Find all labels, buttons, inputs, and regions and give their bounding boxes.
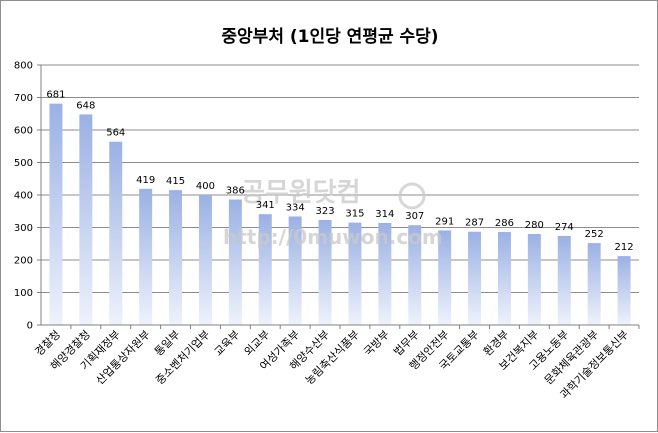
- bar: [169, 190, 183, 325]
- data-label: 307: [405, 211, 424, 222]
- data-label: 564: [106, 128, 125, 139]
- data-label: 323: [316, 206, 335, 217]
- watermark: 공무원닷컴 http://0muwon.com: [223, 178, 443, 249]
- data-labels: 681 648 564 419 415 400 386 341 334 323 315 314 307 2…: [46, 90, 633, 253]
- x-tick-label: 국방부: [361, 328, 392, 359]
- y-tick-label: 400: [14, 191, 33, 202]
- data-label: 291: [435, 216, 454, 227]
- bar: [497, 232, 511, 325]
- data-label: 400: [196, 181, 215, 192]
- y-tick-label: 700: [14, 93, 33, 104]
- data-label: 287: [465, 218, 484, 229]
- bar: [587, 243, 601, 325]
- watermark-text: 공무원닷컴: [241, 178, 361, 208]
- x-tick-label: 교육부: [212, 328, 243, 359]
- bar: [198, 195, 212, 325]
- y-tick-label: 500: [14, 158, 33, 169]
- bar: [527, 234, 541, 325]
- bar: [468, 231, 482, 325]
- y-tick-label: 600: [14, 126, 33, 137]
- y-axis-ticks: 0 100 200 300 400 500 600 700 800: [14, 61, 41, 332]
- bar: [348, 222, 362, 325]
- bar: [408, 225, 422, 325]
- data-label: 386: [226, 186, 245, 197]
- data-label: 681: [46, 90, 65, 101]
- bar: [139, 188, 153, 325]
- data-label: 315: [345, 209, 364, 220]
- data-label: 415: [166, 176, 185, 187]
- bar: [557, 235, 571, 325]
- data-label: 334: [286, 202, 305, 213]
- bar: [79, 114, 93, 326]
- bar: [288, 216, 302, 325]
- bar: [438, 230, 452, 325]
- data-label: 314: [375, 209, 394, 220]
- bar: [49, 103, 63, 325]
- data-label: 419: [136, 175, 155, 186]
- data-label: 286: [495, 218, 514, 229]
- y-tick-label: 300: [14, 223, 33, 234]
- bar: [617, 256, 631, 325]
- watermark-circle-icon: [398, 182, 426, 210]
- y-tick-label: 0: [27, 321, 33, 332]
- bar: [109, 141, 123, 325]
- bar: [258, 214, 272, 325]
- bar: [378, 222, 392, 325]
- data-label: 341: [256, 200, 275, 211]
- y-tick-label: 800: [14, 61, 33, 72]
- data-label: 252: [585, 229, 604, 240]
- bar: [228, 199, 242, 325]
- watermark-url: http://0muwon.com: [223, 225, 443, 249]
- bars: [49, 103, 631, 326]
- chart-title: 중앙부처 (1인당 연평균 수당): [221, 27, 438, 47]
- data-label: 274: [555, 222, 574, 233]
- y-tick-label: 200: [14, 256, 33, 267]
- data-label: 280: [525, 220, 544, 231]
- y-tick-label: 100: [14, 288, 33, 299]
- data-label: 212: [615, 242, 634, 253]
- data-label: 648: [76, 100, 95, 111]
- bar: [318, 220, 332, 325]
